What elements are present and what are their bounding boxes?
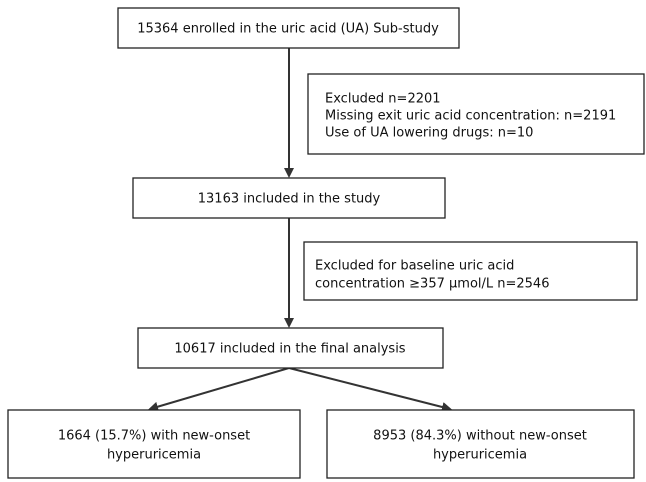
node-text: 1664 (15.7%) with new-onset — [58, 429, 250, 444]
node-text: 15364 enrolled in the uric acid (UA) Sub… — [137, 22, 439, 37]
node-text: Excluded n=2201 — [325, 92, 441, 107]
node-text: 8953 (84.3%) without new-onset — [373, 429, 587, 444]
arrow — [288, 367, 452, 412]
box — [326, 409, 635, 479]
node-text: hyperuricemia — [107, 448, 201, 463]
node-text: concentration ≥357 μmol/L n=2546 — [315, 277, 549, 292]
node-text: hyperuricemia — [433, 448, 527, 463]
node-text: Excluded for baseline uric acid — [315, 259, 514, 274]
box — [7, 409, 301, 479]
box — [132, 177, 446, 219]
arrow — [148, 367, 290, 412]
exclusion-box — [307, 73, 645, 155]
node-text: Missing exit uric acid concentration: n=… — [325, 109, 616, 124]
box — [117, 7, 460, 49]
node-text: Use of UA lowering drugs: n=10 — [325, 126, 533, 141]
node-text: 10617 included in the final analysis — [174, 342, 405, 357]
node-text: 13163 included in the study — [198, 192, 381, 207]
exclusion-box — [303, 241, 638, 301]
box — [137, 327, 444, 369]
